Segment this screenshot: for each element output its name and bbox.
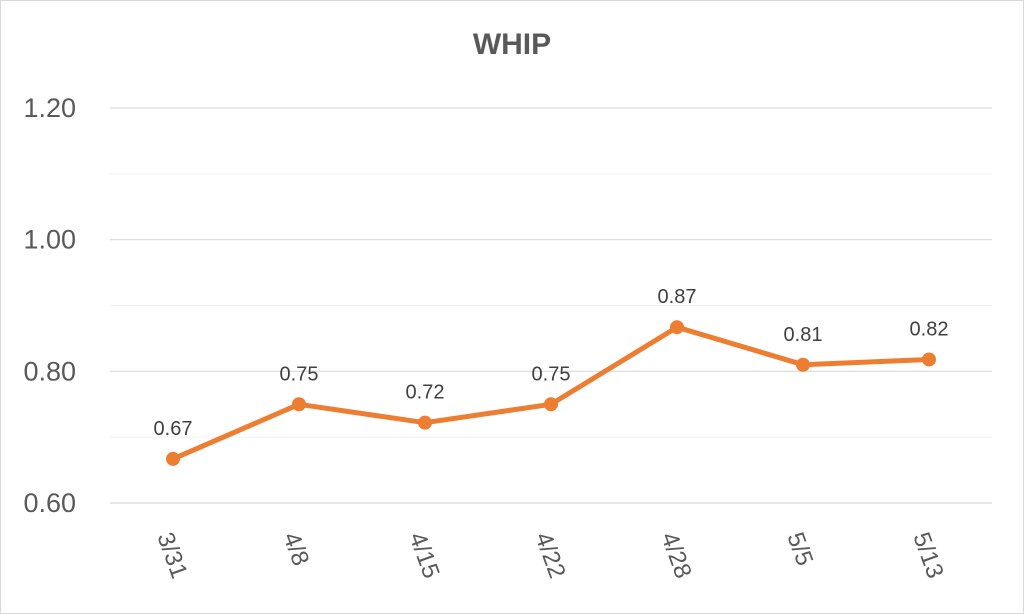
series-line <box>170 324 932 462</box>
series-whip <box>166 320 936 466</box>
x-tick-label: 4/8 <box>277 529 314 570</box>
y-tick-label: 1.00 <box>23 225 76 255</box>
data-label: 0.75 <box>532 363 571 385</box>
data-label: 0.81 <box>784 324 823 346</box>
data-label: 0.75 <box>280 363 319 385</box>
x-tick-label: 4/28 <box>655 529 696 582</box>
gridlines <box>110 107 992 504</box>
data-label: 0.82 <box>910 318 949 340</box>
x-tick-label: 5/13 <box>907 529 948 582</box>
data-label: 0.72 <box>406 382 445 404</box>
data-point-marker <box>166 451 180 466</box>
chart-title: WHIP <box>472 28 552 61</box>
data-point-marker <box>796 357 810 372</box>
data-point-marker <box>670 320 684 335</box>
x-tick-label: 4/15 <box>403 529 444 582</box>
data-point-marker <box>418 415 432 430</box>
y-axis-tick-labels: 0.60 0.80 1.00 1.20 <box>23 93 76 518</box>
data-point-marker <box>292 397 306 412</box>
data-label: 0.87 <box>658 286 697 308</box>
data-point-marker <box>544 397 558 412</box>
x-tick-label: 4/22 <box>529 529 570 582</box>
data-label: 0.67 <box>154 418 193 440</box>
y-tick-label: 0.60 <box>23 488 76 518</box>
data-point-marker <box>922 352 936 367</box>
x-tick-label: 5/5 <box>781 529 818 570</box>
x-axis-tick-labels: 3/31 4/8 4/15 4/22 4/28 5/5 5/13 <box>151 529 948 582</box>
y-tick-label: 1.20 <box>23 93 76 123</box>
data-labels: 0.67 0.75 0.72 0.75 0.87 0.81 0.82 <box>154 286 949 440</box>
y-tick-label: 0.80 <box>23 356 76 386</box>
x-tick-label: 3/31 <box>151 529 192 582</box>
